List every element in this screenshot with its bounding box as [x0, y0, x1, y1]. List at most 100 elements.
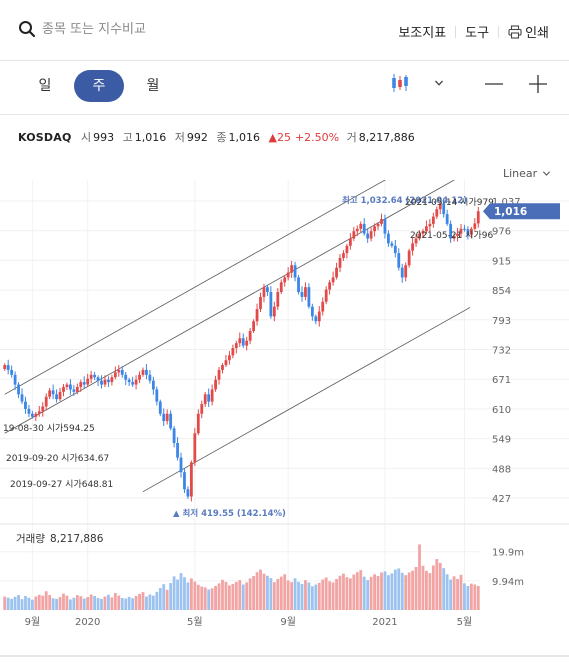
candle-body	[266, 287, 269, 293]
tab-week[interactable]: 주	[74, 70, 124, 102]
chart-type-selector[interactable]	[390, 72, 444, 94]
volume-bar	[442, 568, 446, 610]
candle-body	[387, 233, 390, 244]
top-bar: 보조지표 도구 인쇄	[0, 0, 569, 60]
candle-body	[321, 301, 325, 312]
candle-body	[307, 287, 311, 307]
volume-bar	[276, 578, 280, 610]
candle-body	[96, 377, 100, 381]
print-button[interactable]: 인쇄	[508, 22, 549, 41]
candle-body	[44, 396, 48, 407]
search-input[interactable]	[42, 21, 242, 37]
current-price-tag: 1,016	[483, 203, 560, 220]
volume-bar	[449, 579, 453, 610]
candle-body	[86, 378, 90, 385]
candle-body	[241, 338, 245, 346]
candle-body	[120, 369, 124, 375]
volume-bar	[24, 595, 27, 610]
volume-bar	[300, 583, 304, 610]
volume-bar	[435, 559, 439, 610]
volume-bar	[293, 578, 297, 610]
candle-body	[369, 231, 373, 239]
volume-bar	[290, 582, 294, 610]
candle-body	[162, 413, 166, 422]
candle-body	[442, 203, 446, 215]
price-tick-label: 1,037	[492, 197, 521, 208]
open-value: 993	[93, 131, 115, 144]
candle-body	[89, 374, 93, 379]
zoom-in-button[interactable]	[526, 72, 550, 96]
price-axis: 1,037 976 915 854 793 732 671 610 549 488 427	[492, 197, 521, 505]
scale-selector[interactable]: Linear	[503, 167, 551, 180]
candle-body	[272, 306, 276, 317]
candle-body	[328, 282, 332, 290]
volume-bar	[165, 589, 169, 610]
candle-body	[214, 379, 217, 390]
candle-body	[203, 394, 207, 405]
volume-pane-title: 거래량	[16, 533, 45, 545]
candle-body	[155, 389, 159, 402]
volume-bar	[89, 594, 93, 610]
candle-body	[238, 338, 242, 344]
volume-bar	[400, 572, 404, 610]
volume-bar	[456, 578, 459, 610]
candle-body	[445, 214, 449, 224]
volume-pane-value: 8,217,886	[50, 533, 104, 545]
candle-body	[13, 374, 17, 385]
candle-body	[75, 386, 79, 392]
time-axis: 9월 2020 5월 9월 2021 5월	[25, 616, 473, 628]
volume-bar	[438, 562, 442, 610]
price-chart[interactable]: 1,037 976 915 854 793 732 671 610 549 488 427 19.9…	[0, 180, 569, 662]
zoom-out-button[interactable]	[482, 72, 506, 96]
tab-day[interactable]: 일	[38, 78, 52, 94]
volume-bar	[366, 580, 370, 610]
volume-bar	[418, 544, 421, 610]
volume-bar	[217, 583, 221, 610]
volume-bar	[141, 592, 145, 610]
search-icon[interactable]	[18, 20, 36, 38]
candle-body	[58, 391, 62, 400]
volume-bar	[469, 583, 473, 610]
volume-bar	[13, 596, 17, 610]
volume-bar	[404, 575, 408, 610]
search-box[interactable]	[18, 20, 242, 38]
candle-body	[376, 223, 380, 227]
volume-bar	[221, 579, 224, 610]
volume-bar	[331, 582, 335, 610]
candle-body	[124, 374, 128, 380]
chevron-down-icon	[435, 80, 443, 86]
candle-body	[300, 292, 304, 297]
candle-body	[366, 233, 370, 239]
candle-body	[6, 365, 10, 370]
volume-label: 거	[346, 131, 357, 144]
candle-body	[452, 236, 456, 239]
volume-bar	[234, 581, 238, 610]
low-label: 저	[174, 131, 185, 144]
candle-body	[269, 292, 273, 317]
volume-bar	[183, 577, 186, 610]
volume-bar	[342, 573, 345, 610]
volume-bar	[189, 578, 193, 610]
volume-bar	[376, 576, 380, 610]
candle-body	[134, 379, 138, 385]
volume-bar	[44, 591, 48, 610]
candle-body	[41, 406, 45, 412]
time-tick-label: 2021	[372, 617, 397, 628]
quote-summary: KOSDAQ 시 993 고 1,016 저 992 종 1,016 ▲25 +2.50%…	[18, 129, 420, 145]
indicators-button[interactable]: 보조지표	[398, 26, 447, 41]
volume-bar	[345, 577, 349, 610]
tab-month[interactable]: 월	[146, 78, 160, 94]
volume-bar	[200, 586, 204, 610]
candle-body	[200, 404, 204, 414]
candle-body	[390, 243, 394, 246]
tools-button[interactable]: 도구	[465, 26, 490, 41]
volume-bar	[428, 573, 432, 610]
volume-bar	[179, 573, 183, 610]
candle-body	[151, 380, 155, 390]
volume-bar	[69, 599, 72, 610]
volume-bar	[245, 582, 249, 610]
candle-body	[352, 231, 356, 239]
candle-body	[473, 223, 477, 229]
volume-bar	[279, 576, 283, 610]
volume-bars	[3, 544, 480, 610]
